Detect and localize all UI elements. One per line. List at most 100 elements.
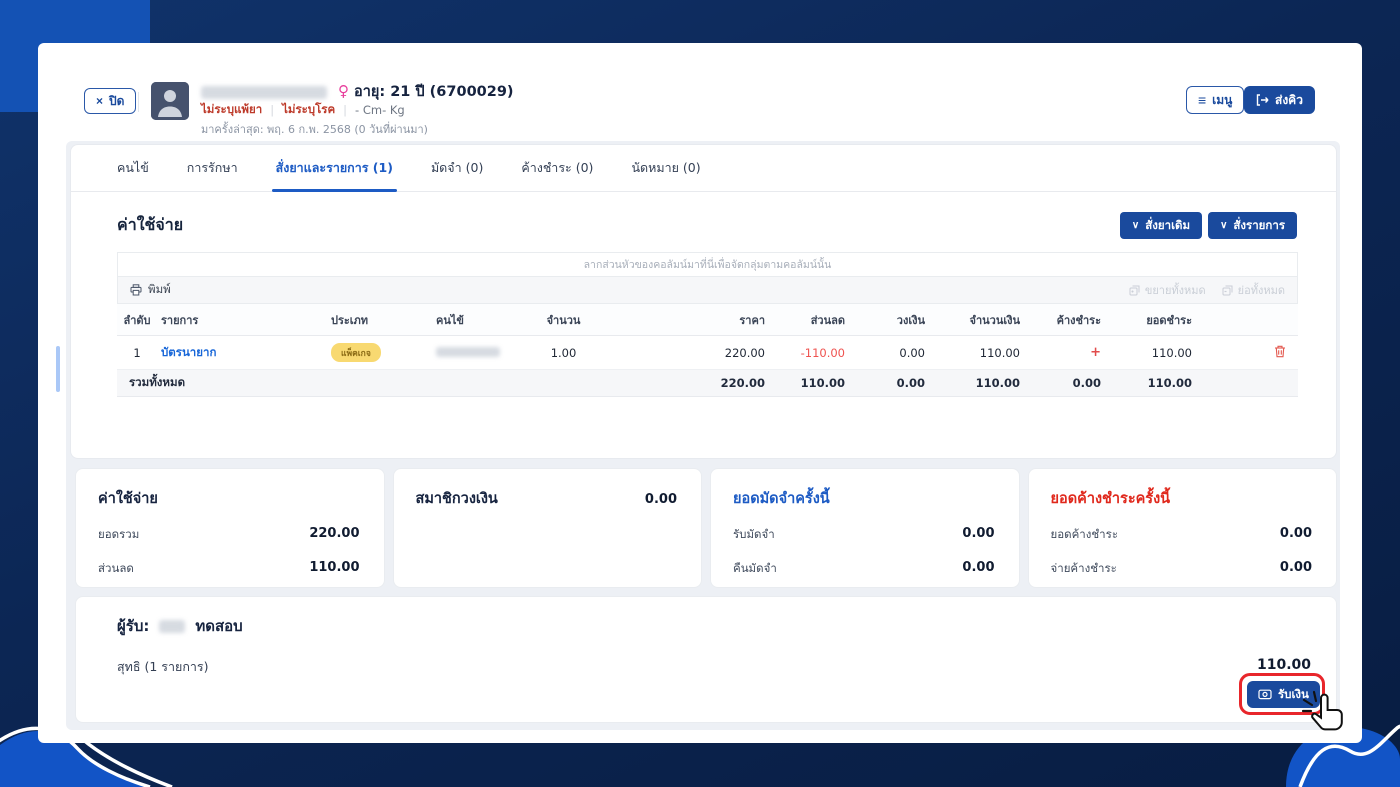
total-overdue: 0.00 <box>1072 376 1101 390</box>
col-overdue[interactable]: ค้างชำระ <box>1056 313 1101 327</box>
print-button[interactable]: พิมพ์ <box>130 281 171 299</box>
receiver-redacted <box>159 619 186 633</box>
tab-appointment[interactable]: นัดหมาย (0) <box>631 160 701 175</box>
expense-summary-card: ค่าใช้จ่าย ยอดรวม 220.00 ส่วนลด 110.00 <box>75 468 385 588</box>
col-amount[interactable]: จำนวนเงิน <box>969 313 1021 327</box>
discount-sum-label: ส่วนลด <box>98 561 134 575</box>
tab-deposit[interactable]: มัดจำ (0) <box>430 160 484 175</box>
patient-cell-redacted <box>436 346 500 357</box>
header-divider <box>138 92 139 112</box>
order-item-button[interactable]: ∨ สั่งรายการ <box>1208 212 1297 239</box>
summary-cards-row: ค่าใช้จ่าย ยอดรวม 220.00 ส่วนลด 110.00 ส… <box>75 468 1337 588</box>
member-credit-card: สมาชิกวงเงิน 0.00 <box>392 468 702 588</box>
tab-treatment[interactable]: การรักษา <box>186 160 238 175</box>
menu-button[interactable]: ≡ เมนู <box>1186 86 1245 114</box>
patient-age-line: ♀ อายุ: 21 ปี (6700029) <box>338 80 514 103</box>
tab-bar: คนไข้ การรักษา สั่งยาและรายการ (1) มัดจำ… <box>71 145 1336 192</box>
add-overdue-button[interactable]: + <box>1090 345 1101 360</box>
banknote-icon <box>1258 689 1272 700</box>
send-queue-icon <box>1256 94 1269 106</box>
type-badge: แพ็คเกจ <box>331 343 381 362</box>
printer-icon <box>130 284 142 296</box>
cell-paid: 110.00 <box>1151 345 1192 360</box>
col-item[interactable]: รายการ <box>161 313 199 327</box>
total-paid: 110.00 <box>1147 376 1192 390</box>
discount-sum-value: 110.00 <box>309 560 360 575</box>
scrollbar-indicator[interactable] <box>56 346 60 392</box>
overdue-paid-label: จ่ายค้างชำระ <box>1050 561 1117 575</box>
deposit-returned-label: คืนมัดจำ <box>733 561 777 575</box>
order-previous-meds-button[interactable]: ∨ สั่งยาเดิม <box>1119 212 1203 239</box>
deposit-title: ยอดมัดจำครั้งนี้ <box>733 491 830 507</box>
net-amount: 110.00 <box>1256 657 1311 673</box>
overdue-paid-value: 0.00 <box>1279 560 1312 575</box>
tab-orders[interactable]: สั่งยาและรายการ (1) <box>271 145 398 192</box>
tab-overdue[interactable]: ค้างชำระ (0) <box>521 160 594 175</box>
cell-discount: -110.00 <box>800 345 845 360</box>
close-button[interactable]: × ปิด <box>84 88 137 114</box>
send-queue-button[interactable]: ส่งคิว <box>1244 86 1315 114</box>
col-type[interactable]: ประเภท <box>331 313 369 327</box>
patient-info-line: ไม่ระบุแพ้ยา | ไม่ระบุโรค | - Cm- Kg <box>201 102 405 117</box>
col-price[interactable]: ราคา <box>739 313 765 327</box>
patient-name-redacted <box>201 86 327 99</box>
col-patient[interactable]: คนไข้ <box>436 313 464 327</box>
cell-seq: 1 <box>133 345 141 360</box>
overdue-title: ยอดค้างชำระครั้งนี้ <box>1050 491 1171 507</box>
expense-summary-title: ค่าใช้จ่าย <box>98 491 158 507</box>
orders-card: คนไข้ การรักษา สั่งยาและรายการ (1) มัดจำ… <box>70 144 1337 459</box>
col-seq[interactable]: ลำดับ <box>123 313 151 327</box>
cell-qty: 1.00 <box>550 345 577 360</box>
last-visit-text: มาครั้งล่าสุด: พฤ. 6 ก.พ. 2568 (0 วันที่… <box>201 123 428 136</box>
allergy-status: ไม่ระบุแพ้ยา <box>201 102 263 116</box>
collapse-all-button[interactable]: ย่อทั้งหมด <box>1222 281 1285 299</box>
group-by-hint[interactable]: ลากส่วนหัวของคอลัมน์มาที่นี่เพื่อจัดกลุ่… <box>117 252 1298 277</box>
expenses-table: ลากส่วนหัวของคอลัมน์มาที่นี่เพื่อจัดกลุ่… <box>117 252 1298 397</box>
collapse-all-icon <box>1222 285 1233 295</box>
net-label: สุทธิ (1 รายการ) <box>117 659 209 674</box>
app-window: × ปิด ♀ อายุ: 21 ปี (6700029) ไม่ระบุแพ้ย… <box>38 43 1362 743</box>
overdue-amount-label: ยอดค้างชำระ <box>1050 527 1119 541</box>
deposit-received-label: รับมัดจำ <box>733 527 775 541</box>
total-sum-label: ยอดรวม <box>98 527 140 541</box>
receiver-label: ผู้รับ: <box>117 617 150 635</box>
total-label: รวมทั้งหมด <box>129 375 186 389</box>
deposit-received-value: 0.00 <box>962 526 995 541</box>
close-label: ปิด <box>109 93 125 108</box>
trash-icon <box>1275 345 1285 357</box>
col-credit[interactable]: วงเงิน <box>896 313 925 327</box>
female-icon: ♀ <box>338 82 349 100</box>
close-icon: × <box>96 94 104 108</box>
cell-amount: 110.00 <box>979 345 1020 360</box>
chevron-down-icon: ∨ <box>1220 219 1228 231</box>
payment-card: ผู้รับ: ทดสอบ สุทธิ (1 รายการ) 110.00 รั… <box>75 596 1337 723</box>
cell-credit: 0.00 <box>899 345 925 360</box>
chevron-down-icon: ∨ <box>1131 219 1140 231</box>
col-qty[interactable]: จำนวน <box>546 313 581 327</box>
table-toolbar: พิมพ์ ขยายทั้งหมด ย่อทั้งหมด <box>117 277 1298 304</box>
person-icon <box>151 82 189 120</box>
overdue-card: ยอดค้างชำระครั้งนี้ ยอดค้างชำระ 0.00 จ่า… <box>1027 468 1337 588</box>
disease-status: ไม่ระบุโรค <box>282 102 336 116</box>
member-credit-value: 0.00 <box>644 492 677 507</box>
deposit-returned-value: 0.00 <box>962 560 995 575</box>
table-total-row: รวมทั้งหมด 220.00 110.00 0.00 110.00 0.0… <box>117 370 1298 397</box>
cell-price: 220.00 <box>724 345 765 360</box>
expand-all-icon <box>1129 285 1140 295</box>
click-cursor-icon <box>1300 688 1348 744</box>
col-discount[interactable]: ส่วนลด <box>810 313 845 327</box>
expand-all-button[interactable]: ขยายทั้งหมด <box>1129 281 1206 299</box>
table-header-row: ลำดับ รายการ ประเภท คนไข้ จำนวน ราคา ส่ว… <box>117 304 1298 336</box>
col-paid[interactable]: ยอดชำระ <box>1146 313 1192 327</box>
hamburger-icon: ≡ <box>1198 92 1207 108</box>
tab-patient[interactable]: คนไข้ <box>117 160 149 175</box>
receiver-name: ทดสอบ <box>195 617 243 635</box>
total-price: 220.00 <box>720 376 765 390</box>
patient-age-text: อายุ: 21 ปี (6700029) <box>354 84 514 100</box>
table-row: 1 บัตรนายาก แพ็คเกจ 1.00 220.00 -110.00 … <box>117 336 1298 370</box>
total-sum-value: 220.00 <box>309 526 360 541</box>
item-link[interactable]: บัตรนายาก <box>161 344 217 359</box>
delete-row-button[interactable] <box>1274 345 1286 361</box>
deposit-card: ยอดมัดจำครั้งนี้ รับมัดจำ 0.00 คืนมัดจำ … <box>710 468 1020 588</box>
expenses-title: ค่าใช้จ่าย <box>117 215 184 234</box>
